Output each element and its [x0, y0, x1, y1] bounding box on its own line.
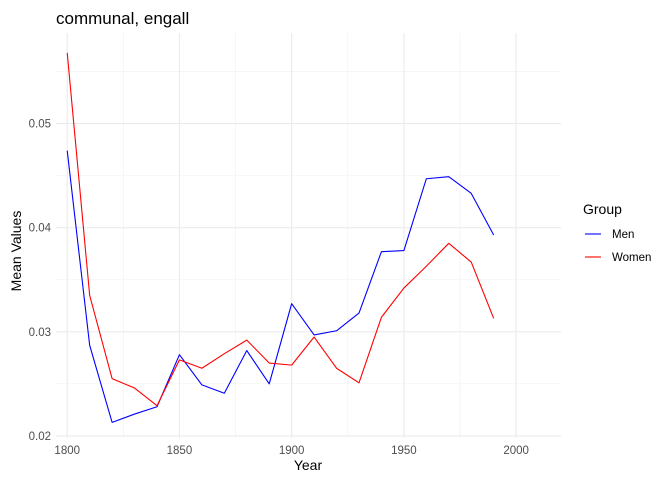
y-tick-label: 0.02	[29, 431, 51, 443]
axis-ticks: 1800 1850 1900 1950 2000 0.02 0.03 0.04 0.05	[29, 119, 529, 457]
legend-title: Group	[583, 201, 622, 217]
x-axis-title: Year	[294, 457, 323, 473]
legend-label-men: Men	[612, 229, 634, 241]
series-lines	[66, 52, 495, 423]
x-tick-label: 1950	[391, 445, 417, 457]
x-tick-label: 2000	[503, 445, 529, 457]
series-line-men	[66, 150, 495, 423]
chart-title: communal, engall	[56, 9, 189, 28]
plot-grid	[56, 33, 561, 438]
series-line-women	[66, 52, 495, 407]
x-tick-label: 1800	[54, 445, 80, 457]
y-tick-label: 0.04	[29, 223, 52, 235]
legend-label-women: Women	[612, 252, 651, 264]
x-tick-label: 1900	[279, 445, 305, 457]
x-tick-label: 1850	[167, 445, 193, 457]
y-tick-label: 0.03	[29, 327, 51, 339]
y-tick-label: 0.05	[29, 119, 51, 131]
y-axis-title: Mean Values	[8, 211, 24, 292]
legend: Group Men Women	[583, 201, 651, 264]
